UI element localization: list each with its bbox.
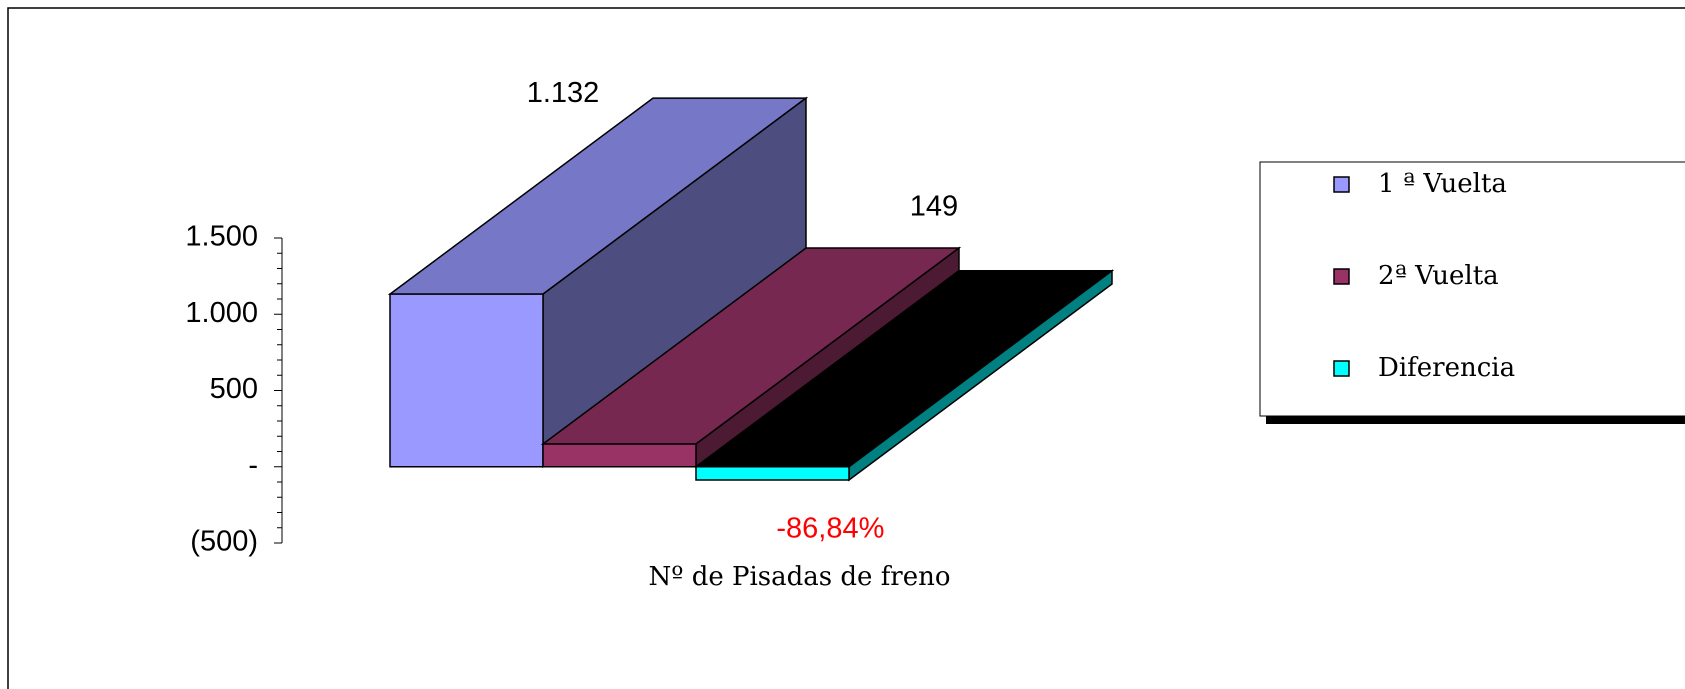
y-tick-label: - <box>248 449 258 481</box>
y-tick-label: 1.000 <box>185 297 258 329</box>
y-tick-label: 500 <box>210 373 258 405</box>
y-tick-label: 1.500 <box>185 221 258 253</box>
legend-label: 2ª Vuelta <box>1378 261 1499 291</box>
legend-swatch <box>1333 360 1350 377</box>
legend-swatch <box>1333 176 1350 193</box>
bar <box>389 293 544 468</box>
x-tick-label: Nº de Pisadas de freno <box>648 562 950 592</box>
y-tick-label: (500) <box>190 526 258 558</box>
bar <box>542 443 697 468</box>
legend-swatch <box>1333 268 1350 285</box>
bar <box>695 466 850 481</box>
data-label: 149 <box>910 191 958 223</box>
data-label: -86,84% <box>776 513 884 545</box>
legend-box <box>1259 161 1685 417</box>
legend-label: Diferencia <box>1378 353 1515 383</box>
legend-label: 1 ª Vuelta <box>1378 169 1507 199</box>
data-label: 1.132 <box>527 77 600 109</box>
